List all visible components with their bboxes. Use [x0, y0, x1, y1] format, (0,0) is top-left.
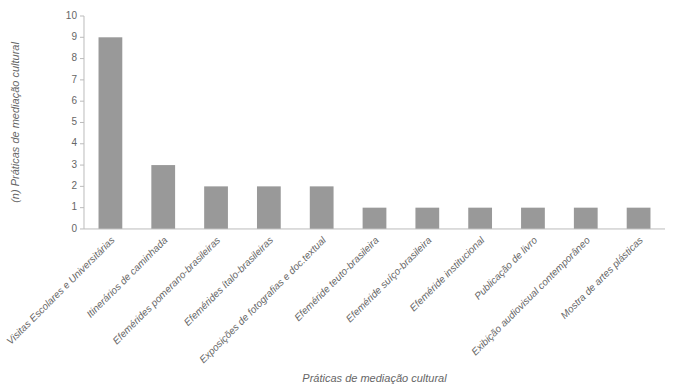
- bar: [468, 208, 492, 229]
- x-tick-label: Efemérides ítalo-brasileiras: [182, 234, 275, 327]
- x-tick-label: Efemérides pomerano-brasileiras: [110, 234, 222, 346]
- y-tick: [80, 143, 84, 144]
- bar: [363, 208, 387, 229]
- chart-container: 0 1 2 3 4 5 6 7 8 9 10 Visitas Escolares e Universi…: [0, 0, 681, 390]
- y-tick: [80, 37, 84, 38]
- bar: [310, 186, 334, 229]
- x-tick-label: Efeméride institucional: [407, 234, 486, 313]
- y-tick: [80, 79, 84, 80]
- y-tick-label: 4: [71, 137, 77, 148]
- bar: [151, 165, 175, 229]
- y-tick: [80, 165, 84, 166]
- y-tick-label: 2: [71, 180, 77, 191]
- bar: [574, 208, 598, 229]
- x-tick-label: Efeméride suíço-brasileira: [344, 234, 434, 324]
- y-tick-label: 3: [71, 159, 77, 170]
- x-tick-label: Efeméride teuto-brasileira: [292, 234, 381, 323]
- bar: [627, 208, 651, 229]
- y-tick-label: 1: [71, 201, 77, 212]
- y-tick: [80, 58, 84, 59]
- x-axis-label: Práticas de mediação cultural: [302, 372, 447, 384]
- x-axis-line: [84, 228, 665, 229]
- x-tick-label: Mostra de artes plásticas: [558, 234, 644, 320]
- y-tick: [80, 207, 84, 208]
- y-tick-label: 10: [66, 10, 78, 21]
- bar: [204, 186, 228, 229]
- y-tick: [80, 186, 84, 187]
- x-axis: Visitas Escolares e UniversitáriasItiner…: [5, 234, 645, 365]
- y-tick-label: 0: [71, 223, 77, 234]
- y-tick: [80, 122, 84, 123]
- bar: [257, 186, 281, 229]
- y-tick-label: 8: [71, 52, 77, 63]
- x-tick-label: Visitas Escolares e Universitárias: [5, 234, 117, 346]
- y-axis-label: (n) Práticas de mediação cultural: [9, 42, 21, 203]
- bar: [415, 208, 439, 229]
- y-tick-label: 9: [71, 31, 77, 42]
- y-axis: 0 1 2 3 4 5 6 7 8 9 10: [66, 10, 84, 234]
- y-tick-label: 7: [71, 74, 77, 85]
- bar: [521, 208, 545, 229]
- bar: [99, 37, 123, 229]
- y-tick: [80, 228, 84, 229]
- x-tick-label: Exibição audiovisual contemporâneo: [469, 234, 592, 357]
- chart: 0 1 2 3 4 5 6 7 8 9 10 Visitas Escolares e Universi…: [0, 0, 681, 390]
- y-tick-label: 5: [71, 116, 77, 127]
- bars: [99, 37, 651, 229]
- y-tick-label: 6: [71, 95, 77, 106]
- y-tick: [80, 16, 84, 17]
- y-tick: [80, 101, 84, 102]
